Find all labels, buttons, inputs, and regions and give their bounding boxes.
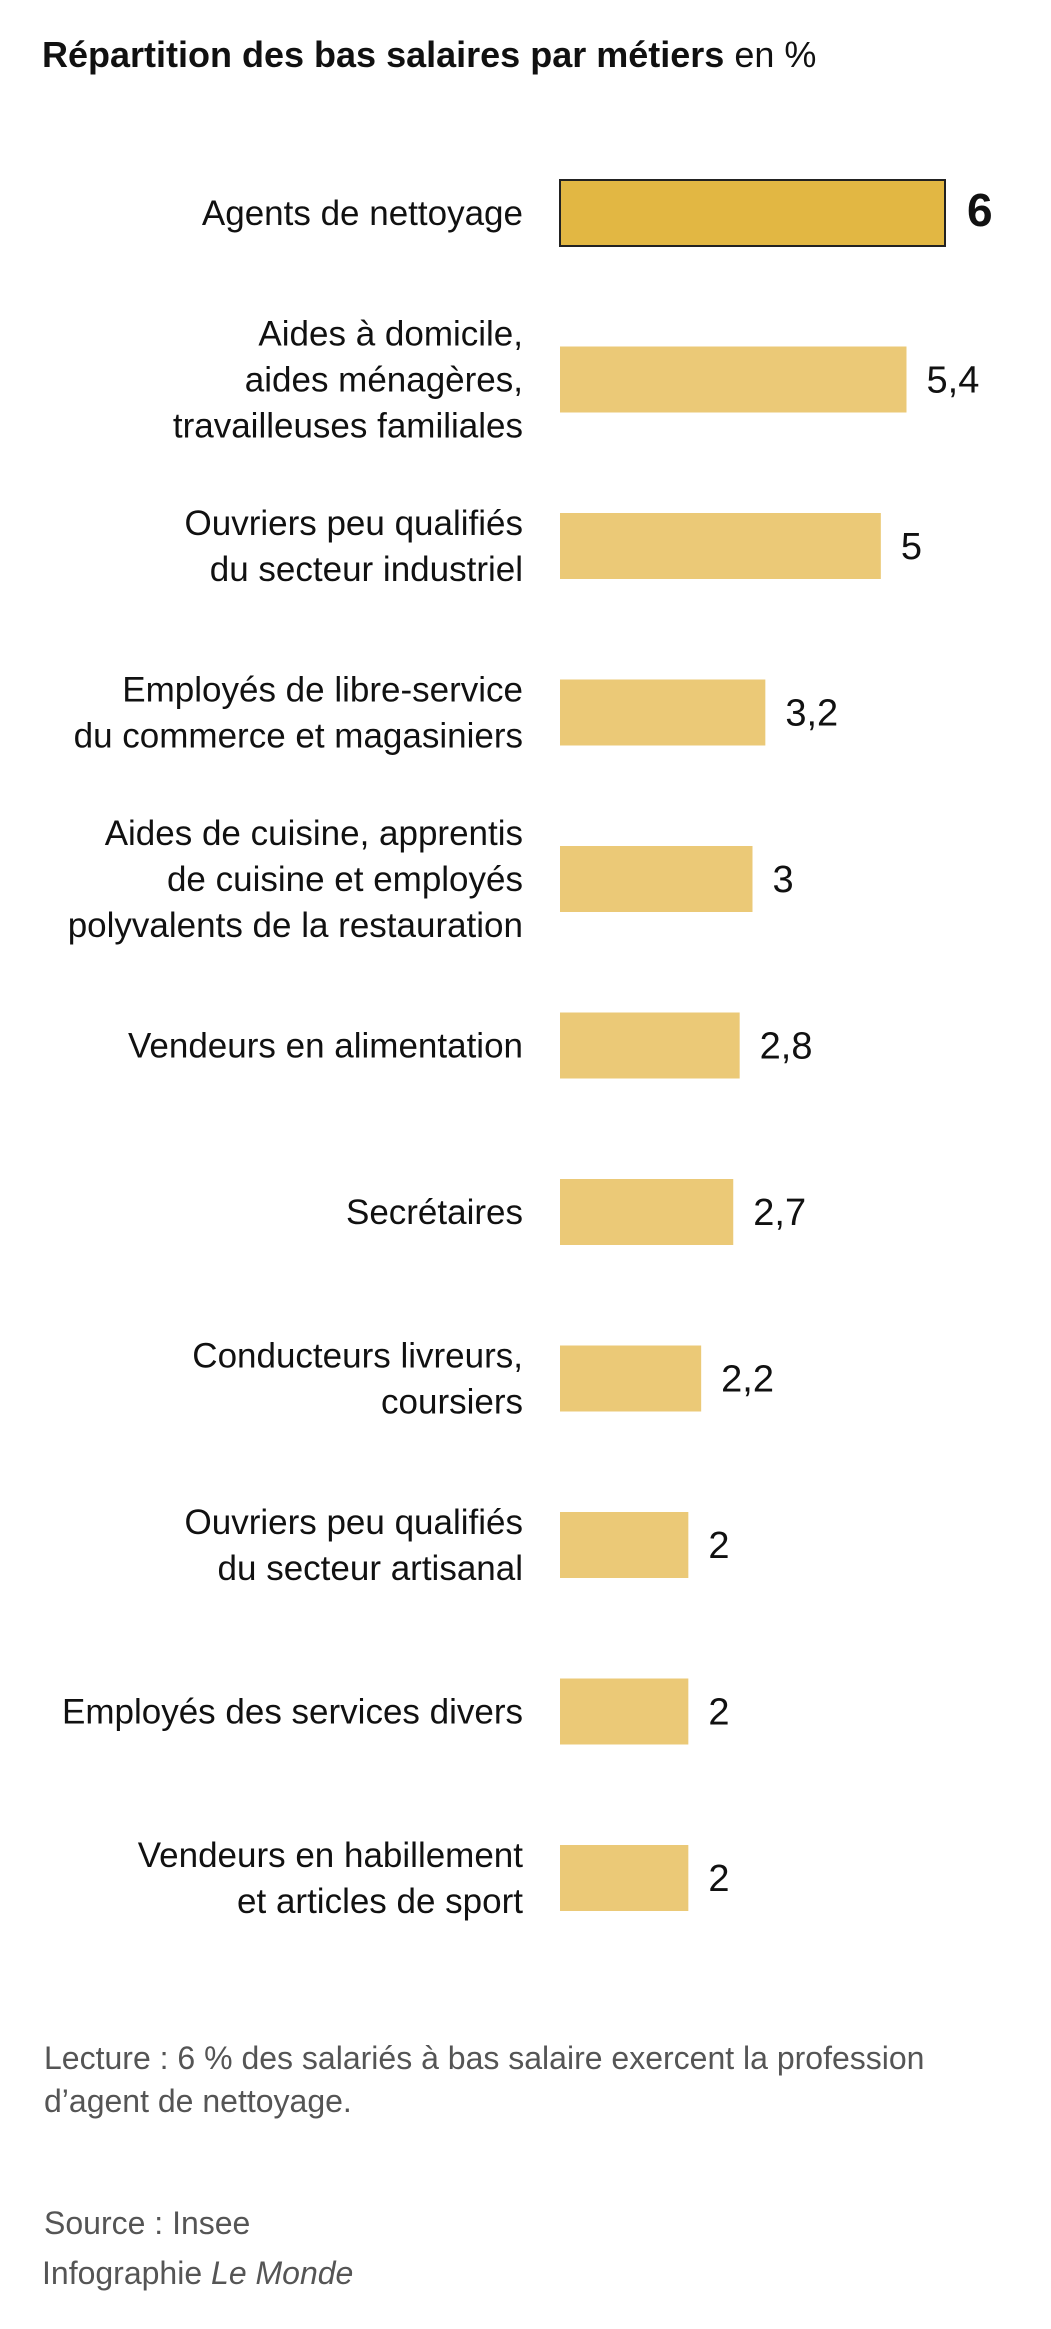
chart-title-unit: en % — [734, 34, 817, 75]
value-label: 2,7 — [753, 1192, 806, 1234]
category-label: du secteur industriel — [210, 550, 523, 589]
credit-line: Infographie Le Monde — [42, 2255, 353, 2292]
bar — [560, 846, 753, 912]
category-label: du secteur artisanal — [218, 1549, 523, 1588]
category-label: polyvalents de la restauration — [68, 906, 523, 945]
category-label: Ouvriers peu qualifiés — [185, 1503, 524, 1542]
value-label: 5 — [901, 526, 922, 568]
value-label: 3,2 — [785, 693, 838, 735]
category-label: Employés de libre-service — [122, 671, 523, 710]
bar — [559, 179, 946, 247]
value-label: 6 — [967, 184, 993, 236]
value-label: 2,2 — [721, 1359, 774, 1401]
chart-title: Répartition des bas salaires par métiers… — [42, 34, 816, 76]
category-label: de cuisine et employés — [167, 860, 523, 899]
category-label: Vendeurs en alimentation — [128, 1027, 523, 1066]
category-label: Employés des services divers — [62, 1693, 523, 1732]
credit-brand: Le Monde — [211, 2255, 354, 2291]
category-label: Secrétaires — [346, 1193, 523, 1232]
category-label: Conducteurs livreurs, — [192, 1337, 523, 1376]
bar — [560, 679, 766, 746]
category-label: Vendeurs en habillement — [138, 1836, 524, 1875]
bar — [560, 346, 907, 413]
value-label: 5,4 — [927, 360, 980, 402]
category-label: Agents de nettoyage — [202, 194, 523, 233]
category-label: coursiers — [381, 1383, 523, 1422]
category-label: Ouvriers peu qualifiés — [185, 504, 524, 543]
category-label: et articles de sport — [237, 1882, 523, 1921]
bar — [560, 1845, 689, 1911]
bar — [560, 1345, 702, 1412]
bar — [560, 1678, 689, 1745]
credit-prefix: Infographie — [42, 2255, 203, 2291]
value-label: 2 — [708, 1692, 729, 1734]
category-label: du commerce et magasiniers — [74, 717, 523, 756]
bar — [560, 1179, 734, 1245]
chart-title-main: Répartition des bas salaires par métiers — [42, 34, 725, 75]
category-label: aides ménagères, — [245, 361, 523, 400]
category-label: travailleuses familiales — [173, 407, 523, 446]
value-label: 3 — [773, 859, 794, 901]
source-text: Source : Insee — [44, 2205, 251, 2241]
value-label: 2 — [708, 1858, 729, 1900]
bar — [560, 1012, 740, 1079]
category-label: Aides à domicile, — [258, 315, 523, 354]
value-label: 2 — [708, 1525, 729, 1567]
bar — [560, 513, 881, 579]
reading-note: Lecture : 6 % des salariés à bas salaire… — [44, 2040, 925, 2119]
bar-chart: 6 Agents de nettoyage 5,4 Aides à domicile,… — [62, 179, 993, 1921]
category-label: Aides de cuisine, apprentis — [105, 814, 523, 853]
value-label: 2,8 — [760, 1026, 813, 1068]
bar — [560, 1512, 689, 1578]
